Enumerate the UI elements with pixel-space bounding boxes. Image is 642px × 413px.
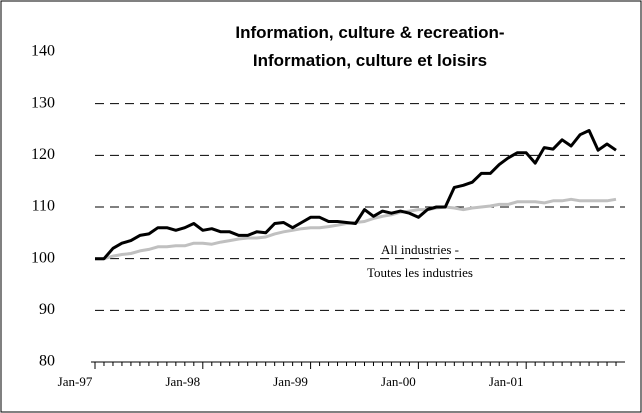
- y-tick-label: 110: [32, 198, 55, 215]
- y-tick-label: 130: [31, 94, 55, 111]
- x-tick-label: Jan-01: [489, 374, 524, 389]
- chart-title: Information, culture & recreation-: [235, 23, 504, 42]
- y-tick-label: 100: [31, 249, 55, 266]
- annotation: Toutes les industries: [367, 265, 473, 280]
- y-tick-label: 140: [31, 43, 55, 60]
- chart-title: Information, culture et loisirs: [253, 51, 487, 70]
- series-line: [95, 129, 617, 261]
- x-tick-label: Jan-00: [381, 374, 416, 389]
- y-tick-label: 90: [39, 301, 55, 318]
- annotation: All industries -: [381, 242, 459, 257]
- x-tick-label: Jan-97: [58, 374, 93, 389]
- x-tick-label: Jan-99: [273, 374, 308, 389]
- y-tick-label: 120: [31, 146, 55, 163]
- x-tick-label: Jan-98: [165, 374, 200, 389]
- y-tick-label: 80: [39, 353, 55, 370]
